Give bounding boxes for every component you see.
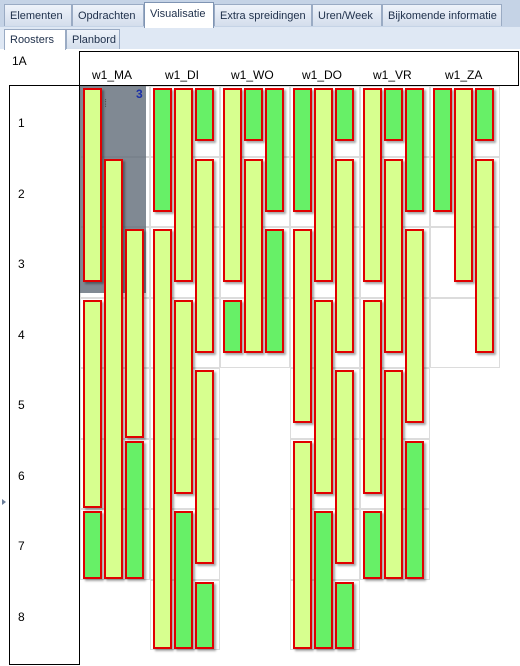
period-column: 1 2 3 4 5 6 7 8 bbox=[9, 85, 80, 665]
lesson-block[interactable] bbox=[384, 370, 403, 579]
period-label: 7 bbox=[18, 539, 25, 553]
lesson-block[interactable] bbox=[293, 440, 312, 649]
day-label: w1_DI bbox=[165, 68, 200, 82]
lesson-block[interactable] bbox=[363, 88, 382, 283]
lesson-block[interactable] bbox=[405, 88, 424, 212]
lesson-block[interactable] bbox=[265, 88, 284, 212]
lesson-block[interactable] bbox=[433, 88, 452, 212]
lesson-block[interactable] bbox=[223, 299, 242, 353]
tab-visualisatie[interactable]: Visualisatie bbox=[144, 2, 214, 28]
lesson-block[interactable] bbox=[314, 299, 333, 494]
sub-tab-bar: Roosters Planbord bbox=[0, 27, 520, 50]
period-label: 2 bbox=[18, 186, 25, 201]
lesson-block[interactable] bbox=[83, 511, 102, 579]
lesson-block[interactable] bbox=[405, 440, 424, 579]
lesson-block[interactable] bbox=[265, 229, 284, 353]
lesson-block[interactable] bbox=[475, 158, 494, 353]
day-label: w1_ZA bbox=[445, 68, 483, 82]
tab-planbord[interactable]: Planbord bbox=[66, 29, 120, 49]
timetable-view: 1A w1_MA w1_DI w1_WO w1_DO w1_VR w1_ZA 1 2 3 4 5 6… bbox=[0, 49, 520, 666]
period-label: 4 bbox=[18, 327, 25, 342]
tab-roosters[interactable]: Roosters bbox=[4, 29, 66, 50]
lesson-block[interactable] bbox=[384, 158, 403, 353]
lesson-block[interactable] bbox=[195, 370, 214, 565]
splitter-arrow-icon[interactable] bbox=[2, 499, 6, 505]
tab-elementen[interactable]: Elementen bbox=[4, 4, 72, 26]
lesson-block[interactable] bbox=[195, 158, 214, 353]
period-label: 3 bbox=[18, 257, 25, 271]
lesson-block[interactable] bbox=[174, 299, 193, 494]
lesson-block[interactable] bbox=[83, 299, 102, 508]
selection-count-badge: 3 bbox=[136, 87, 143, 101]
lesson-block[interactable] bbox=[335, 158, 354, 353]
lesson-block[interactable] bbox=[475, 88, 494, 142]
period-label: 8 bbox=[18, 609, 25, 624]
lesson-block[interactable] bbox=[195, 88, 214, 142]
period-label: 1 bbox=[18, 116, 25, 130]
lesson-block[interactable] bbox=[174, 88, 193, 283]
schedule-grid: ⁞ 3 bbox=[80, 86, 520, 666]
lesson-block[interactable] bbox=[293, 229, 312, 424]
lesson-block[interactable] bbox=[174, 511, 193, 649]
lesson-block[interactable] bbox=[314, 511, 333, 649]
lesson-block[interactable] bbox=[244, 88, 263, 142]
lesson-block[interactable] bbox=[244, 158, 263, 353]
lesson-block[interactable] bbox=[384, 88, 403, 142]
tab-uren-week[interactable]: Uren/Week bbox=[312, 4, 382, 26]
tab-opdrachten[interactable]: Opdrachten bbox=[72, 4, 144, 26]
lesson-block[interactable] bbox=[223, 88, 242, 283]
lesson-block[interactable] bbox=[153, 88, 172, 212]
day-label: w1_VR bbox=[373, 68, 412, 82]
day-label: w1_DO bbox=[302, 68, 343, 82]
lesson-block[interactable] bbox=[104, 158, 123, 579]
lesson-block[interactable] bbox=[314, 88, 333, 283]
class-name-label: 1A bbox=[12, 54, 27, 68]
tab-bijkomende-informatie[interactable]: Bijkomende informatie bbox=[382, 4, 502, 26]
main-tab-bar: Elementen Opdrachten Visualisatie Extra … bbox=[0, 0, 520, 28]
period-label: 6 bbox=[18, 468, 25, 483]
day-label: w1_MA bbox=[92, 68, 133, 82]
lesson-block[interactable] bbox=[363, 511, 382, 579]
lesson-block[interactable] bbox=[153, 229, 172, 649]
lesson-block[interactable] bbox=[335, 581, 354, 649]
lesson-block[interactable] bbox=[83, 88, 102, 283]
lesson-block[interactable] bbox=[335, 370, 354, 565]
lesson-block[interactable] bbox=[335, 88, 354, 142]
lesson-block[interactable] bbox=[454, 88, 473, 283]
lesson-block[interactable] bbox=[293, 88, 312, 212]
lesson-block[interactable] bbox=[363, 299, 382, 494]
day-label: w1_WO bbox=[231, 68, 274, 82]
lesson-block[interactable] bbox=[125, 440, 144, 579]
lesson-block[interactable] bbox=[405, 229, 424, 424]
lesson-block[interactable] bbox=[195, 581, 214, 649]
drag-ghost-icon: ⁞ bbox=[104, 98, 108, 110]
period-label: 5 bbox=[18, 398, 25, 412]
lesson-block[interactable] bbox=[125, 229, 144, 438]
tab-extra-spreidingen[interactable]: Extra spreidingen bbox=[214, 4, 312, 26]
day-header-row: w1_MA w1_DI w1_WO w1_DO w1_VR w1_ZA bbox=[79, 51, 519, 86]
